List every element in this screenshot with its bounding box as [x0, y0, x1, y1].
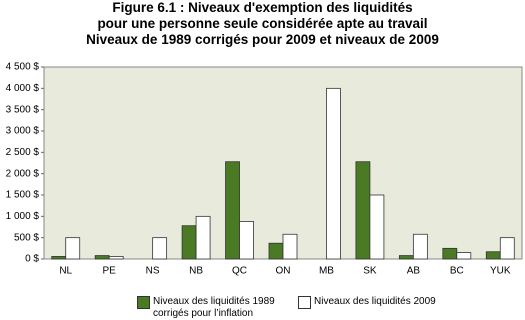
x-tick-label: SK [363, 266, 377, 277]
bar [181, 225, 197, 260]
x-tick-label: NL [59, 266, 72, 277]
bar [442, 247, 458, 260]
y-tick-label: 0 $ [25, 254, 39, 265]
bar [485, 251, 501, 260]
y-tick-label: 1 000 $ [6, 211, 40, 222]
bar [456, 252, 472, 260]
bar [94, 255, 110, 260]
y-tick-label: 3 000 $ [6, 126, 40, 137]
x-tick-label: AB [407, 266, 421, 277]
legend-label: Niveaux des liquidités 2009 [314, 296, 436, 307]
bar [326, 87, 341, 260]
legend-swatch [298, 296, 311, 309]
y-tick-label: 4 000 $ [6, 83, 40, 94]
x-tick-label: YUK [490, 266, 511, 277]
bar [108, 256, 124, 260]
y-tick-label: 2 000 $ [6, 168, 40, 179]
bar [225, 161, 240, 260]
y-tick-label: 3 500 $ [6, 104, 40, 115]
chart-title: Figure 6.1 : Niveaux d'exemption des liq… [86, 0, 439, 47]
bar [282, 233, 298, 260]
x-tick-label: QC [232, 266, 247, 277]
y-tick-label: 1 500 $ [6, 190, 40, 201]
bar [152, 237, 168, 260]
plot-area [43, 66, 523, 260]
x-tick-label: NS [146, 266, 160, 277]
y-tick-label: 2 500 $ [6, 147, 40, 158]
bar [268, 242, 284, 260]
x-tick-label: ON [276, 266, 291, 277]
bar [398, 255, 414, 260]
legend-swatch [137, 296, 150, 309]
bar [195, 215, 211, 260]
bar [355, 161, 371, 260]
bar [412, 233, 428, 260]
bar [51, 256, 67, 260]
bar [65, 237, 81, 260]
x-tick-label: MB [319, 266, 334, 277]
bar [239, 221, 254, 260]
x-tick-label: PE [103, 266, 117, 277]
x-tick-label: BC [450, 266, 464, 277]
x-tick-label: NB [189, 266, 203, 277]
legend-label: Niveaux des liquidités 1989 corrigés pou… [153, 296, 275, 319]
bar [369, 194, 385, 260]
bar [499, 237, 515, 260]
y-tick-label: 500 $ [14, 232, 39, 243]
y-tick-label: 4 500 $ [6, 62, 40, 73]
